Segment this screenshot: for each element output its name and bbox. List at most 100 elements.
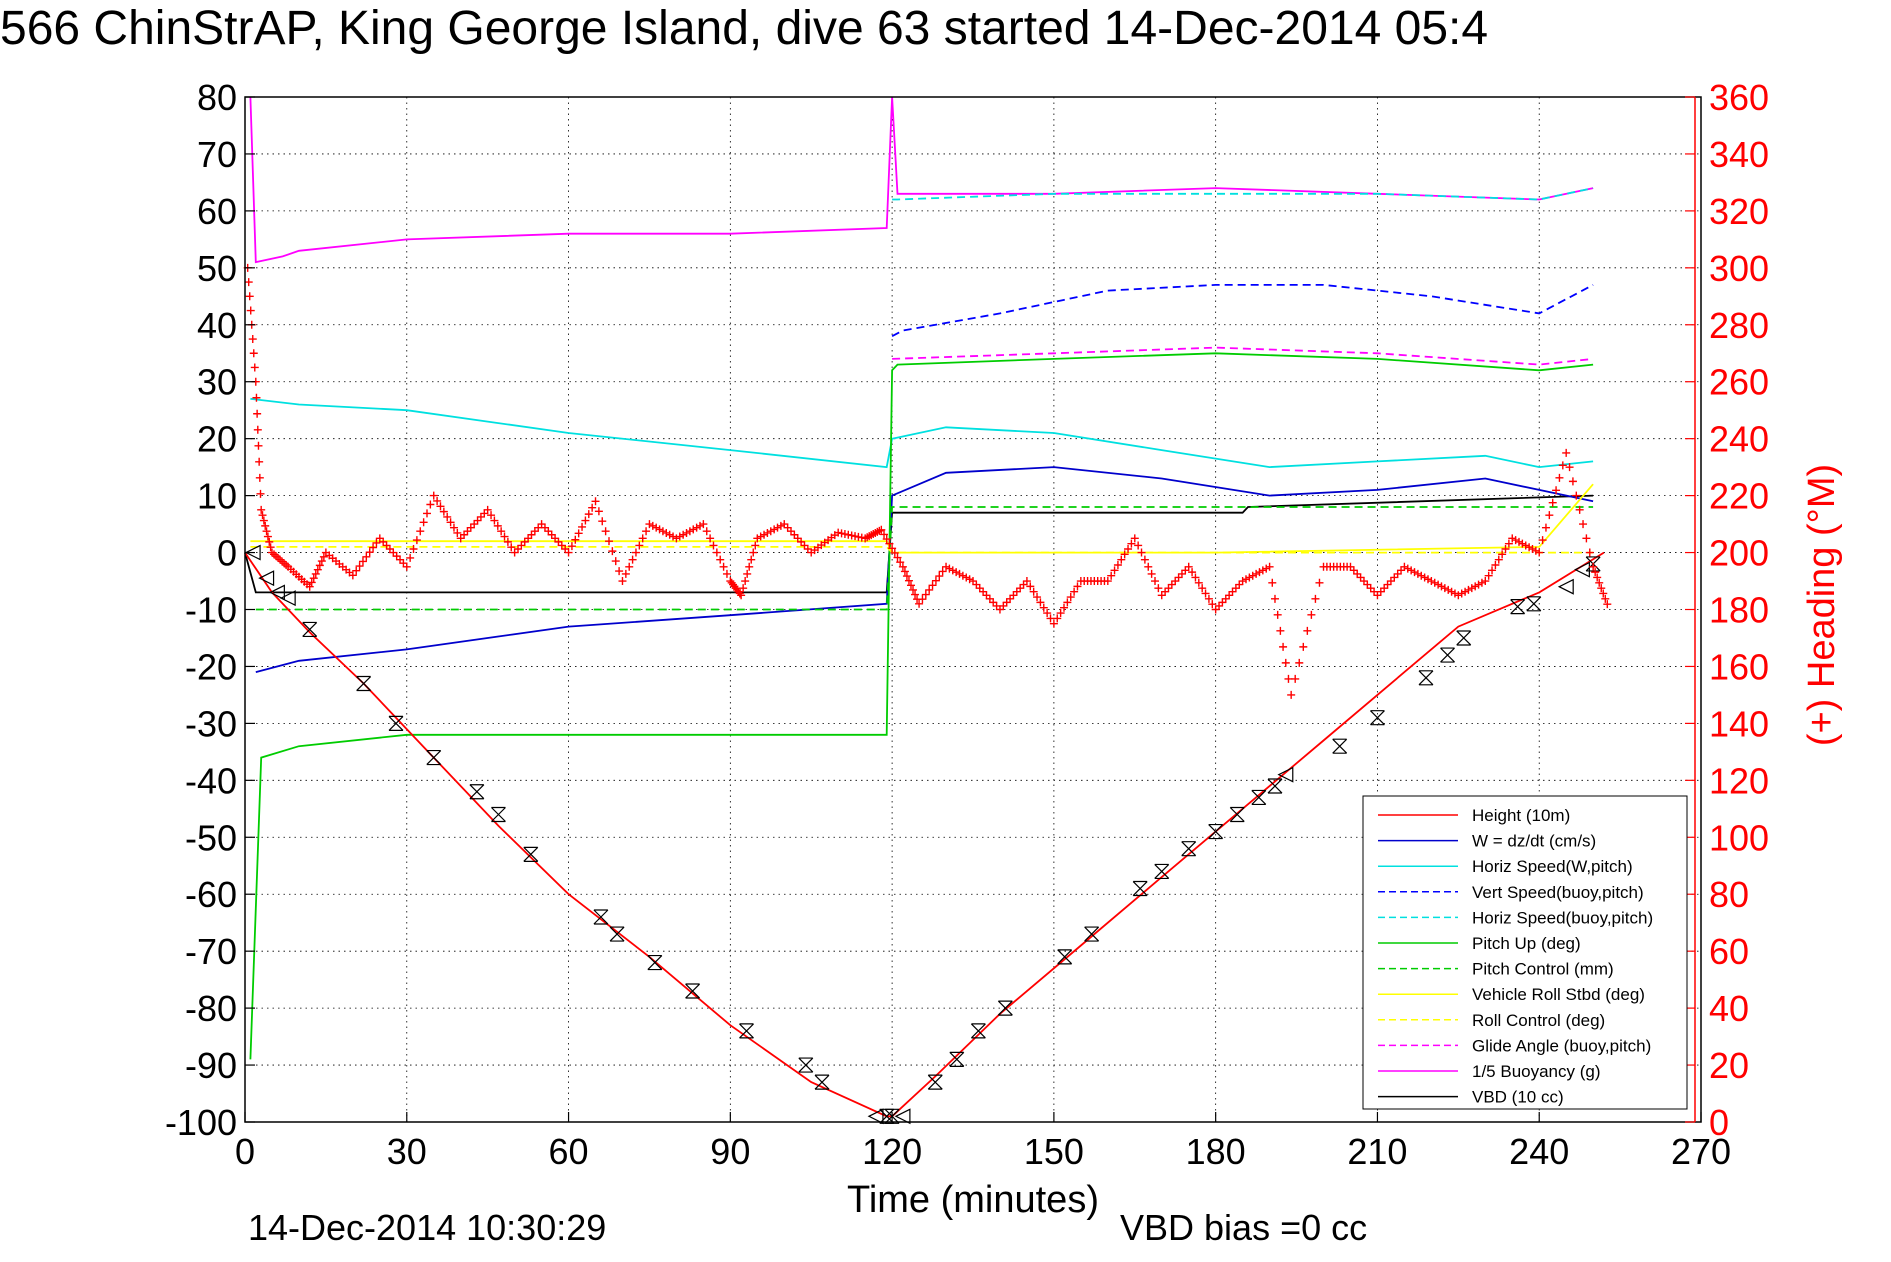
dive-marker-x: [1229, 806, 1245, 823]
heading-point: [803, 544, 812, 553]
heading-point: [571, 535, 580, 544]
heading-point: [1117, 555, 1126, 564]
heading-point: [902, 572, 911, 581]
heading-point: [739, 584, 748, 593]
y-tick-label: -100: [165, 1102, 237, 1143]
heading-point: [1464, 585, 1473, 594]
heading-point: [1276, 626, 1285, 635]
heading-point: [1424, 575, 1432, 584]
right-tick-label: 140: [1709, 703, 1769, 744]
dive-marker-x: [1132, 880, 1148, 897]
heading-point: [896, 558, 905, 567]
heading-point: [365, 548, 374, 557]
heading-point: [1002, 598, 1011, 607]
series-line: [249, 96, 1594, 264]
heading-point: [263, 532, 272, 541]
heading-point: [621, 569, 630, 578]
heading-point: [1127, 539, 1136, 548]
heading-point: [712, 548, 721, 557]
dive-marker-x: [739, 1023, 754, 1039]
heading-point: [900, 567, 909, 576]
dive-marker-x: [1418, 670, 1434, 686]
heading-point: [985, 594, 994, 603]
heading-point: [1036, 598, 1045, 607]
heading-point: [1575, 505, 1584, 514]
y-tick-label: -30: [185, 703, 237, 744]
dive-marker-x: [302, 621, 318, 638]
heading-point: [945, 564, 954, 573]
heading-point: [1245, 573, 1254, 582]
heading-point: [1601, 594, 1610, 603]
heading-point: [898, 562, 907, 571]
heading-point: [1528, 544, 1537, 553]
heading-point: [834, 528, 843, 537]
heading-point: [269, 550, 278, 559]
heading-point: [1110, 566, 1119, 575]
heading-point: [1056, 609, 1065, 618]
heading-layer: [243, 263, 1612, 699]
dive-marker-triangle: [894, 1108, 911, 1125]
heading-point: [645, 520, 654, 529]
heading-point: [655, 525, 664, 534]
heading-point: [594, 507, 603, 516]
heading-point: [975, 584, 984, 593]
heading-point: [1413, 569, 1422, 578]
heading-point: [1043, 609, 1052, 618]
heading-point: [935, 572, 944, 581]
heading-point: [1218, 598, 1227, 607]
heading-point: [1124, 544, 1133, 553]
heading-point: [369, 543, 378, 552]
heading-point: [999, 601, 1008, 610]
heading-point: [514, 544, 522, 553]
heading-point: [256, 489, 265, 498]
heading-point: [1012, 587, 1021, 596]
heading-point: [692, 523, 701, 532]
y-tick-label: -50: [185, 817, 237, 858]
heading-point: [1151, 577, 1159, 586]
heading-point: [928, 581, 937, 590]
heading-point: [931, 576, 940, 585]
heading-point: [854, 532, 863, 541]
heading-point: [1140, 555, 1149, 564]
marker-layer: [244, 544, 1601, 1125]
dive-marker-x: [1456, 630, 1472, 646]
right-tick-label: 240: [1709, 419, 1769, 460]
heading-point: [995, 605, 1004, 614]
heading-point: [1373, 591, 1382, 600]
heading-point: [250, 363, 259, 372]
heading-point: [355, 562, 364, 571]
heading-point: [257, 505, 266, 514]
heading-point: [1279, 642, 1288, 651]
heading-point: [382, 541, 391, 550]
heading-point: [1603, 600, 1612, 609]
heading-point: [770, 525, 779, 534]
y-tick-label: 40: [197, 305, 237, 346]
dive-marker-x: [970, 1023, 986, 1039]
heading-point: [456, 534, 465, 543]
heading-point: [851, 532, 860, 541]
heading-point: [466, 523, 475, 532]
heading-point: [1255, 568, 1264, 577]
heading-point: [787, 527, 795, 536]
heading-point: [749, 548, 758, 557]
series-line: [250, 546, 1594, 554]
heading-point: [797, 537, 806, 546]
heading-point: [319, 552, 328, 561]
heading-point: [1157, 591, 1166, 600]
heading-point: [1535, 548, 1544, 557]
heading-point: [385, 544, 394, 553]
heading-point: [1194, 578, 1203, 587]
legend-label: Vert Speed(buoy,pitch): [1472, 883, 1644, 902]
legend-label: Pitch Control (mm): [1472, 960, 1614, 979]
heading-point: [262, 527, 271, 536]
heading-point: [911, 590, 920, 599]
heading-point: [1154, 584, 1163, 593]
right-tick-label: 260: [1709, 362, 1769, 403]
heading-point: [1397, 566, 1406, 575]
dive-marker-triangle: [1574, 561, 1590, 578]
heading-point: [1555, 473, 1564, 482]
heading-point: [675, 532, 684, 541]
right-tick-label: 40: [1709, 988, 1749, 1029]
dive-marker-triangle: [1277, 766, 1294, 783]
heading-point: [497, 527, 506, 536]
